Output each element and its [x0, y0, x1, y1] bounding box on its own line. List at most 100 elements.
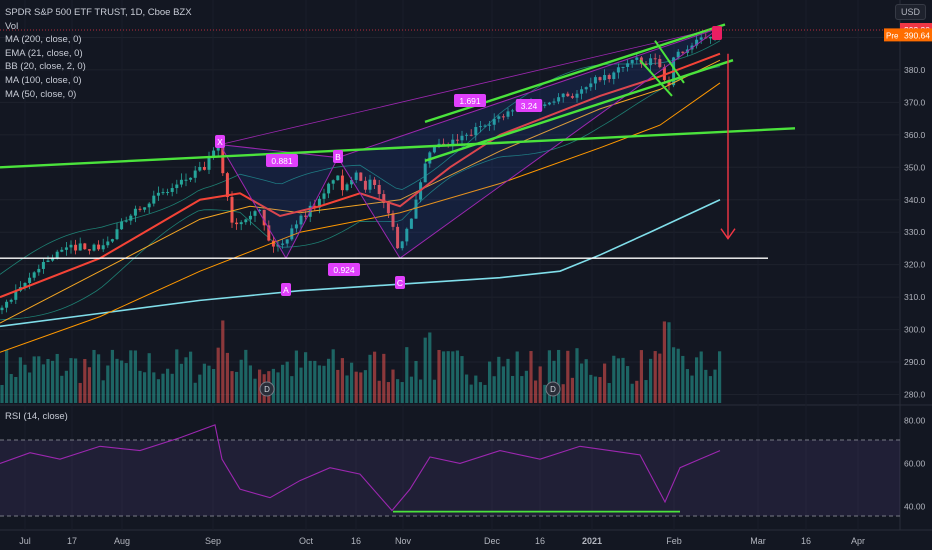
volume-bar	[170, 373, 174, 403]
volume-bar	[175, 349, 179, 403]
candle-body	[589, 83, 593, 88]
legend-vol[interactable]: Vol	[5, 20, 19, 32]
candle-body	[0, 307, 4, 311]
candle-body	[667, 80, 671, 86]
symbol-title[interactable]: SPDR S&P 500 ETF TRUST, 1D, Cboe BZX	[5, 7, 192, 18]
drawing-annotations[interactable]: X A B C 0.881 0.924 1.691 3.24 D D	[0, 23, 796, 397]
volume-bar	[253, 378, 257, 403]
volume-bar	[658, 353, 662, 403]
volume-bar	[506, 358, 510, 403]
volume-bar	[5, 350, 9, 403]
volume-bar	[685, 369, 689, 403]
time-axis[interactable]: Jul 17 Aug Sep Oct 16 Nov Dec 16 2021 Feb Mar 16 Apr	[19, 536, 865, 546]
candle-body	[276, 244, 280, 247]
volume-bar	[451, 351, 455, 403]
volume-bar	[713, 369, 717, 403]
rsi-legend[interactable]: RSI (14, close)	[5, 411, 68, 422]
volume-bar	[244, 349, 248, 403]
volume-bar	[630, 383, 634, 403]
candle-body	[87, 249, 91, 251]
rsi-tick-label: 60.00	[904, 458, 926, 468]
volume-bar	[110, 349, 114, 403]
volume-bar	[101, 380, 105, 403]
volume-bar	[621, 357, 625, 403]
candle-body	[262, 209, 266, 226]
volume-bar	[382, 353, 386, 403]
volume-bar	[230, 371, 234, 403]
legend-ma50[interactable]: MA (50, close, 0)	[5, 88, 77, 100]
time-tick-label: 16	[535, 536, 545, 546]
target-arrow-head	[720, 228, 736, 240]
ratio-label-1: 0.881	[271, 156, 293, 166]
volume-bar	[156, 379, 160, 403]
volume-bar	[212, 368, 216, 403]
currency-button[interactable]: USD	[894, 4, 926, 20]
volume-bar	[469, 384, 473, 403]
harmonic-bcd-triangle	[337, 27, 721, 259]
volume-bar	[235, 371, 239, 403]
volume-bar	[432, 379, 436, 403]
volume-bar	[64, 370, 68, 403]
volume-bar	[437, 349, 441, 403]
candle-body	[354, 172, 358, 180]
volume-bar	[391, 369, 395, 403]
candle-body	[78, 243, 82, 251]
candle-body	[630, 59, 634, 64]
volume-bar	[672, 347, 676, 403]
volume-bar	[69, 358, 73, 403]
legend-ema21[interactable]: EMA (21, close, 0)	[5, 47, 83, 59]
volume-bar	[474, 375, 478, 403]
volume-bar	[60, 375, 64, 403]
volume-bar	[690, 375, 694, 403]
candle-body	[193, 170, 197, 178]
candle-body	[41, 261, 45, 269]
volume-bar	[37, 356, 41, 403]
candle-body	[179, 179, 183, 185]
candle-body	[212, 150, 216, 157]
legend-ma100[interactable]: MA (100, close, 0)	[5, 74, 82, 86]
candle-body	[235, 222, 239, 225]
price-tick-label: 350.0	[904, 162, 926, 172]
volume-bar	[74, 358, 78, 403]
volume-bar	[359, 372, 363, 403]
candle-body	[501, 116, 505, 118]
volume-bar	[294, 350, 298, 403]
volume-bar	[327, 358, 331, 403]
candle-body	[221, 142, 225, 174]
volume-bar	[575, 348, 579, 403]
candle-body	[681, 51, 685, 53]
volume-bar	[179, 363, 183, 403]
candle-body	[570, 96, 574, 98]
legend-ma200[interactable]: MA (200, close, 0)	[5, 34, 82, 46]
candle-body	[396, 226, 400, 249]
candle-body	[474, 127, 478, 136]
volume-bar	[598, 377, 602, 403]
volume-bar	[373, 351, 377, 403]
volume-bar	[290, 376, 294, 403]
ratio-label-3: 1.691	[459, 96, 481, 106]
legend-bb[interactable]: BB (20, close, 2, 0)	[5, 61, 86, 73]
time-tick-label: 16	[801, 536, 811, 546]
volume-bar	[32, 356, 36, 403]
pre-market-label-bg	[884, 28, 900, 42]
dividend-marker-label: D	[264, 385, 270, 394]
volume-bar	[221, 320, 225, 403]
volume-bar	[14, 376, 18, 403]
candle-body	[64, 247, 68, 250]
price-axis[interactable]: 280.0 290.0 300.0 310.0 320.0 330.0 340.0 350.0…	[904, 32, 926, 511]
candle-body	[676, 51, 680, 58]
volume-bar	[248, 365, 252, 403]
label-b-bg	[333, 150, 343, 163]
ratio-label-3-bg	[454, 94, 486, 107]
volume-bar	[639, 350, 643, 403]
volume-bar	[124, 363, 128, 403]
candle-body	[322, 193, 326, 199]
volume-bar	[662, 321, 666, 403]
candle-body	[161, 192, 165, 194]
flag-line	[654, 40, 685, 84]
rsi-band-fill	[0, 440, 900, 516]
volume-bar	[557, 349, 561, 403]
candle-body	[152, 195, 156, 204]
volume-bar	[193, 382, 197, 403]
